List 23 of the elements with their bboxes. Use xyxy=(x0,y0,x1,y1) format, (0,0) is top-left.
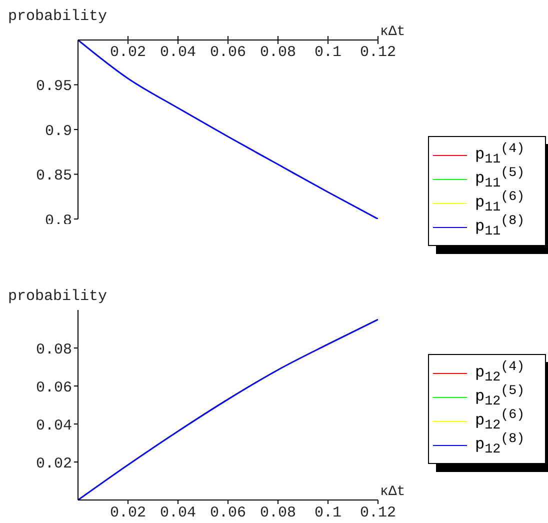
x-tick-label: 0.04 xyxy=(160,44,196,61)
x-tick-label: 0.1 xyxy=(314,504,342,522)
y-tick-label: 0.06 xyxy=(36,379,72,396)
x-tick-label: 0.08 xyxy=(260,44,296,61)
x-tick-label: 0.06 xyxy=(210,504,246,522)
x-tick-label: 0.12 xyxy=(360,44,396,61)
x-tick-label: 0.02 xyxy=(110,44,146,61)
y-axis-title: probability xyxy=(8,288,108,306)
x-axis-title: κΔt xyxy=(380,24,406,40)
y-tick-label: 0.95 xyxy=(36,78,72,96)
x-tick-label: 0.08 xyxy=(260,504,296,522)
x-tick-label: 0.12 xyxy=(360,504,396,522)
x-tick-label: 0.06 xyxy=(210,44,246,61)
x-tick-label: 0.1 xyxy=(314,44,342,61)
x-axis-title: κΔt xyxy=(380,484,406,500)
x-tick-label: 0.02 xyxy=(110,504,146,522)
y-axis-title: probability xyxy=(8,8,108,25)
y-tick-label: 0.85 xyxy=(36,168,72,185)
y-tick-label: 0.9 xyxy=(44,122,72,140)
y-tick-label: 0.04 xyxy=(36,417,72,434)
x-tick-label: 0.04 xyxy=(160,504,196,522)
y-tick-label: 0.02 xyxy=(36,455,72,472)
y-tick-label: 0.08 xyxy=(36,341,72,358)
